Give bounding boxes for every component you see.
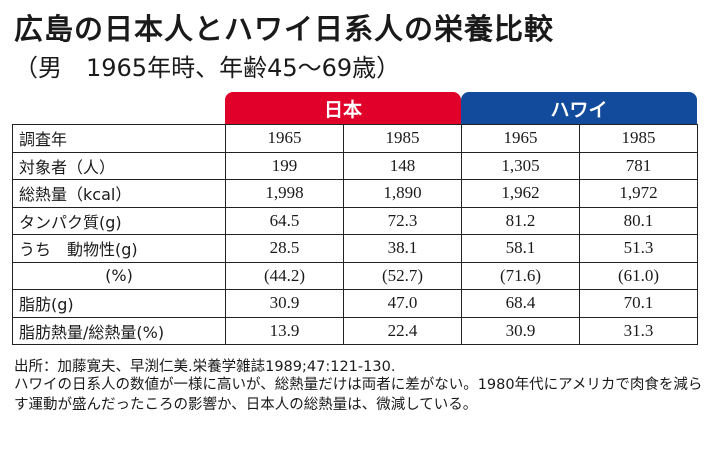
source-citation: 出所：加藤寛夫、早渕仁美.栄養学雑誌1989;47:121-130. xyxy=(14,359,396,375)
row-label: 調査年 xyxy=(12,124,226,153)
cell-value: 1985 xyxy=(343,124,462,153)
cell-value: 1,305 xyxy=(461,151,580,180)
cell-value: 1965 xyxy=(461,124,580,153)
cell-value: 199 xyxy=(225,151,344,180)
cell-value: 30.9 xyxy=(461,316,580,345)
cell-value: 30.9 xyxy=(225,289,344,318)
cell-value: 51.3 xyxy=(579,234,698,263)
group-header-japan: 日本 xyxy=(225,92,461,124)
table-row: 脂肪(g) 30.9 47.0 68.4 70.1 xyxy=(12,289,698,318)
cell-value: 22.4 xyxy=(343,316,462,345)
cell-value: 72.3 xyxy=(343,206,462,235)
table-row: 総熱量（kcal） 1,998 1,890 1,962 1,972 xyxy=(12,179,698,208)
group-header-hawaii: ハワイ xyxy=(461,92,697,124)
row-label: 対象者（人） xyxy=(12,151,226,180)
cell-value: (61.0) xyxy=(579,261,698,290)
cell-value: 1985 xyxy=(579,124,698,153)
table-row: (%) (44.2) (52.7) (71.6) (61.0) xyxy=(12,261,698,290)
cell-value: 81.2 xyxy=(461,206,580,235)
cell-value: 1,972 xyxy=(579,179,698,208)
cell-value: 1,962 xyxy=(461,179,580,208)
cell-value: 148 xyxy=(343,151,462,180)
cell-value: 64.5 xyxy=(225,206,344,235)
row-label: うち 動物性(g) xyxy=(12,234,226,263)
table-row: タンパク質(g) 64.5 72.3 81.2 80.1 xyxy=(12,206,698,235)
cell-value: 80.1 xyxy=(579,206,698,235)
cell-value: (52.7) xyxy=(343,261,462,290)
cell-value: 781 xyxy=(579,151,698,180)
cell-value: 1,890 xyxy=(343,179,462,208)
cell-value: (71.6) xyxy=(461,261,580,290)
row-label: 脂肪(g) xyxy=(12,289,226,318)
page-subtitle: （男 1965年時、年齢45〜69歳） xyxy=(14,54,401,82)
cell-value: 38.1 xyxy=(343,234,462,263)
page-title: 広島の日本人とハワイ日系人の栄養比較 xyxy=(14,12,555,46)
caption-note: ハワイの日系人の数値が一様に高いが、総熱量だけは両者に差がない。1980年代にア… xyxy=(14,377,703,413)
cell-value: 28.5 xyxy=(225,234,344,263)
row-label: (%) xyxy=(12,261,226,290)
cell-value: 1,998 xyxy=(225,179,344,208)
table-row: うち 動物性(g) 28.5 38.1 58.1 51.3 xyxy=(12,234,698,263)
cell-value: 58.1 xyxy=(461,234,580,263)
table-row: 脂肪熱量/総熱量(%) 13.9 22.4 30.9 31.3 xyxy=(12,316,698,345)
cell-value: 68.4 xyxy=(461,289,580,318)
row-label: タンパク質(g) xyxy=(12,206,226,235)
table-row: 対象者（人） 199 148 1,305 781 xyxy=(12,151,698,180)
cell-value: 31.3 xyxy=(579,316,698,345)
cell-value: 47.0 xyxy=(343,289,462,318)
cell-value: 70.1 xyxy=(579,289,698,318)
nutrition-table: 調査年 1965 1985 1965 1985 対象者（人） 199 148 1… xyxy=(12,124,698,345)
table-row: 調査年 1965 1985 1965 1985 xyxy=(12,124,698,153)
row-label: 総熱量（kcal） xyxy=(12,179,226,208)
cell-value: 1965 xyxy=(225,124,344,153)
row-label: 脂肪熱量/総熱量(%) xyxy=(12,316,226,345)
cell-value: 13.9 xyxy=(225,316,344,345)
cell-value: (44.2) xyxy=(225,261,344,290)
